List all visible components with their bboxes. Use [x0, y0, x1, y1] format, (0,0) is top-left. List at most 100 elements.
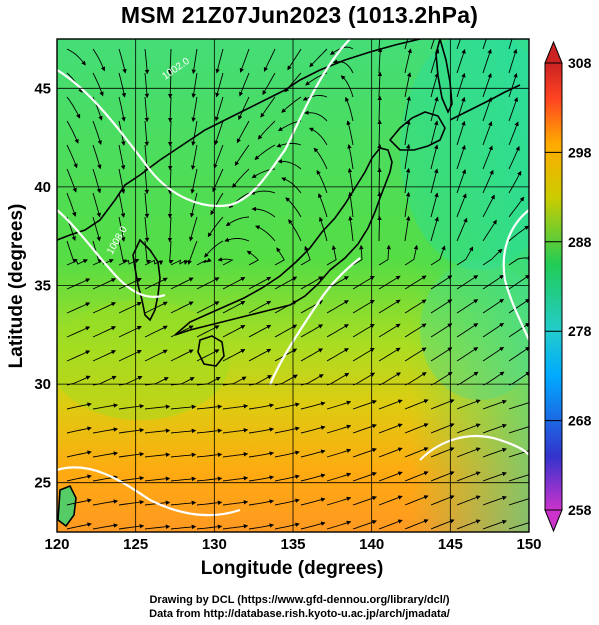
streamline [225, 216, 250, 227]
streamline [508, 39, 513, 50]
streamline [300, 348, 324, 362]
streamline [300, 245, 311, 266]
streamline [92, 427, 119, 434]
streamline [300, 473, 326, 482]
streamline [285, 197, 302, 218]
streamline [348, 215, 354, 242]
streamline [482, 322, 505, 338]
streamline [404, 495, 429, 506]
streamline [404, 519, 429, 530]
streamline [404, 423, 429, 434]
streamline [66, 192, 77, 217]
y-tick-label: 40 [34, 179, 51, 196]
streamline [274, 426, 300, 434]
streamline [378, 519, 403, 530]
streamline [196, 452, 223, 458]
colorbar-top-triangle [544, 40, 563, 64]
streamline [508, 255, 529, 266]
streamline [482, 423, 507, 434]
streamline [352, 372, 376, 386]
streamline [204, 240, 224, 258]
streamline [404, 372, 427, 386]
streamline [66, 96, 81, 119]
streamline [482, 298, 505, 314]
streamline [92, 499, 119, 506]
y-tick-label: 35 [34, 278, 51, 295]
streamline [456, 39, 461, 50]
streamline [332, 59, 354, 74]
chart-title: MSM 21Z07Jun2023 (1013.2hPa) [120, 2, 479, 28]
streamline [277, 120, 302, 132]
streamline [430, 371, 453, 386]
x-tick-labels: 120 125 130 135 140 145 150 [44, 536, 541, 553]
streamline [300, 401, 326, 410]
x-tick-label: 125 [123, 536, 148, 553]
streamline [274, 522, 300, 530]
streamline [404, 471, 429, 482]
streamline [456, 246, 474, 266]
streamline [144, 259, 164, 266]
streamline [430, 275, 453, 290]
streamline [508, 346, 529, 362]
streamline [248, 451, 275, 458]
streamline [508, 72, 518, 98]
streamline [66, 302, 91, 314]
streamline [482, 219, 497, 242]
streamline [430, 347, 453, 362]
streamline [92, 192, 101, 218]
streamline [300, 497, 326, 506]
streamline [300, 324, 324, 338]
streamline [352, 496, 377, 506]
streamline [326, 472, 352, 482]
streamline [207, 216, 224, 238]
streamline [118, 240, 128, 264]
streamline [456, 323, 479, 338]
streamline [430, 39, 435, 50]
streamline [118, 475, 145, 482]
streamline [482, 96, 493, 122]
streamline [118, 302, 142, 314]
streamline [352, 275, 375, 290]
streamline [144, 96, 150, 123]
streamline [118, 451, 145, 458]
streamline [170, 277, 194, 290]
streamline [482, 495, 507, 506]
streamline [348, 191, 354, 218]
streamline [66, 350, 91, 362]
x-tick-label: 150 [516, 536, 541, 553]
streamline [456, 72, 466, 98]
streamline [66, 144, 78, 169]
streamline [377, 47, 383, 74]
streamline [304, 110, 328, 122]
streamline [308, 127, 328, 146]
streamline [167, 216, 173, 243]
streamline [248, 324, 272, 338]
streamline [248, 276, 272, 290]
streamline [508, 170, 522, 194]
streamline [144, 72, 150, 99]
streamline [248, 499, 275, 506]
streamline [118, 258, 140, 266]
streamline [482, 169, 494, 194]
streamline [482, 248, 503, 266]
streamline [222, 476, 249, 482]
streamline [456, 169, 467, 194]
streamline [92, 451, 119, 458]
streamline [508, 121, 519, 146]
streamline [482, 447, 507, 458]
streamline [456, 347, 479, 362]
streamline [404, 215, 411, 242]
streamline [347, 144, 354, 170]
streamline [222, 524, 249, 530]
streamline [352, 520, 377, 530]
streamline [377, 119, 382, 146]
streamline [430, 323, 453, 338]
streamline [352, 299, 375, 314]
streamline [210, 192, 224, 216]
streamline [482, 48, 492, 74]
streamline [318, 216, 328, 242]
streamline [190, 168, 198, 194]
streamline [378, 447, 403, 458]
streamline [378, 495, 403, 506]
